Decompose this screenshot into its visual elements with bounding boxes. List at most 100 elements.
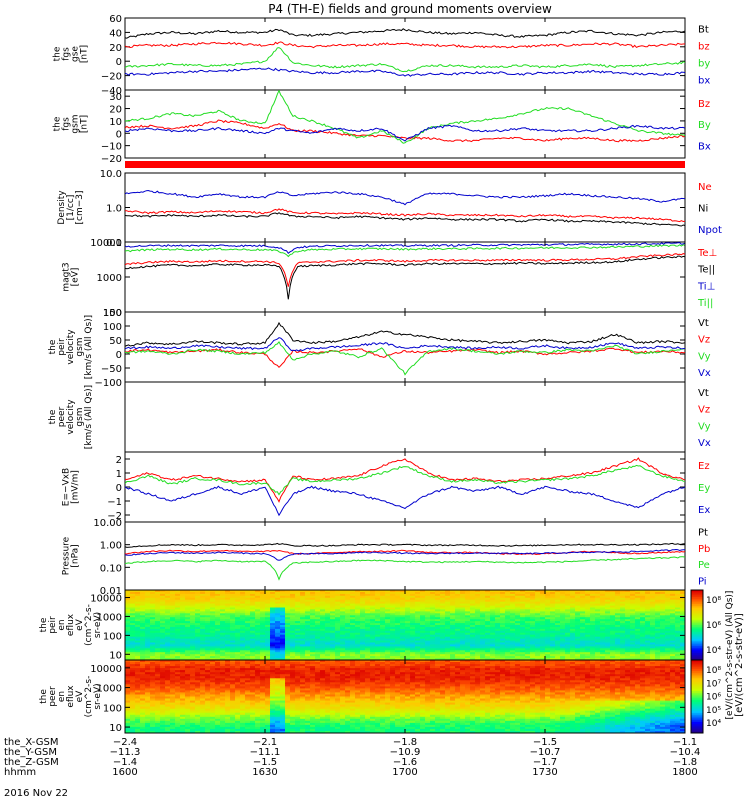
panel-frame bbox=[125, 312, 685, 382]
panel-frame bbox=[125, 173, 685, 242]
series-line-bx bbox=[125, 68, 685, 76]
legend-entry: bx bbox=[698, 76, 710, 87]
ytick-label: 10000 bbox=[90, 238, 122, 249]
ytick-label: 1000 bbox=[97, 273, 122, 284]
legend-entry: Pi bbox=[698, 576, 707, 587]
separator-bar bbox=[125, 161, 685, 168]
ytick-label: −50 bbox=[101, 364, 122, 375]
ytick-label: 50 bbox=[109, 336, 122, 347]
ytick-label: −20 bbox=[101, 72, 122, 83]
series-group bbox=[125, 191, 685, 227]
legend-entry: Bx bbox=[698, 141, 711, 152]
legend-entry: Vt bbox=[698, 318, 709, 329]
series-line-Te⊥ bbox=[125, 254, 685, 287]
legend-entry: bz bbox=[698, 41, 710, 52]
legend-entry: Ni bbox=[698, 204, 708, 215]
series-group bbox=[125, 243, 685, 300]
ytick-label: −100 bbox=[95, 378, 122, 389]
series-line-Bz bbox=[125, 120, 685, 142]
ytick-label: 0 bbox=[116, 483, 122, 494]
panel-frame bbox=[125, 452, 685, 522]
legend-entry: By bbox=[698, 120, 711, 131]
ytick-label: 60 bbox=[109, 14, 122, 25]
ytick-label: 10000 bbox=[90, 594, 122, 605]
legend-entry: Vx bbox=[698, 438, 711, 449]
ylabel-line: [nT] bbox=[80, 115, 90, 133]
ytick-label: 10.0 bbox=[100, 169, 122, 180]
panel-frame bbox=[125, 90, 685, 158]
series-line-Bx bbox=[125, 125, 685, 141]
legend-entry: Npot bbox=[698, 225, 722, 236]
legend-entry: Vy bbox=[698, 421, 711, 432]
legend-entry: Te⊥ bbox=[697, 248, 717, 259]
series-group bbox=[125, 458, 685, 515]
ytick-label: −10 bbox=[101, 142, 122, 153]
legend-entry: Vx bbox=[698, 368, 711, 379]
ytick-label: 1.00 bbox=[100, 541, 122, 552]
ylabel-line: [nPa] bbox=[71, 544, 81, 567]
series-line-Ni bbox=[125, 213, 685, 226]
ylabel-line: sr-eV) bbox=[93, 612, 103, 638]
series-line-By bbox=[125, 91, 685, 144]
ylabel-line: [nT] bbox=[80, 45, 90, 63]
series-line-Vz bbox=[125, 348, 685, 367]
series-group bbox=[125, 543, 685, 579]
legend-entry: Vz bbox=[698, 335, 710, 346]
ytick-label: 10 bbox=[109, 117, 122, 128]
panel-frame bbox=[125, 242, 685, 312]
legend-entry: Ex bbox=[698, 505, 710, 516]
ytick-label: −20 bbox=[101, 154, 122, 165]
ytick-label: 40 bbox=[109, 28, 122, 39]
ytick-label: −1 bbox=[107, 497, 122, 508]
legend-entry: Ti⊥ bbox=[697, 281, 715, 292]
ytick-label: 2 bbox=[116, 455, 122, 466]
legend-entry: Ne bbox=[698, 182, 712, 193]
ylabel-line: [eV] bbox=[71, 268, 81, 287]
series-line-Pe bbox=[125, 557, 685, 580]
ytick-label: 0 bbox=[116, 57, 122, 68]
series-line-Npot bbox=[125, 191, 685, 205]
ytick-label: 100 bbox=[103, 322, 122, 333]
series-line-Pt bbox=[125, 543, 685, 547]
series-line-Bt bbox=[125, 29, 685, 38]
ytick-label: 150 bbox=[103, 308, 122, 319]
ytick-label: 10.00 bbox=[93, 518, 122, 529]
legend-entry: Vt bbox=[698, 388, 709, 399]
series-line-Ne bbox=[125, 209, 685, 222]
ytick-label: 100 bbox=[103, 631, 122, 642]
series-line-Vy bbox=[125, 342, 685, 375]
ytick-label: 1.0 bbox=[106, 204, 122, 215]
ytick-label: 0 bbox=[116, 350, 122, 361]
ytick-label: 1 bbox=[116, 469, 122, 480]
legend-entry: Ti|| bbox=[697, 298, 713, 309]
legend-entry: Ey bbox=[698, 483, 710, 494]
ytick-label: 20 bbox=[109, 105, 122, 116]
legend-entry: Vy bbox=[698, 351, 711, 362]
panel-frame bbox=[125, 18, 685, 90]
ytick-label: 10 bbox=[109, 650, 122, 661]
ylabel-line: [km/s (All Qs)] bbox=[84, 385, 94, 449]
series-group bbox=[125, 323, 685, 375]
series-line-Vt bbox=[125, 323, 685, 346]
series-line-Ex bbox=[125, 486, 685, 515]
series-group bbox=[125, 29, 685, 76]
series-line-by bbox=[125, 48, 685, 72]
ytick-label: 0.10 bbox=[100, 563, 122, 574]
legend-entry: Te|| bbox=[697, 265, 715, 276]
panel-frame bbox=[125, 522, 685, 590]
legend-entry: Bt bbox=[698, 24, 709, 35]
legend-entry: Pe bbox=[698, 560, 710, 571]
legend-entry: Pt bbox=[698, 528, 708, 539]
legend-entry: Ez bbox=[698, 461, 710, 472]
legend-entry: Vz bbox=[698, 405, 710, 416]
legend-entry: by bbox=[698, 59, 710, 70]
